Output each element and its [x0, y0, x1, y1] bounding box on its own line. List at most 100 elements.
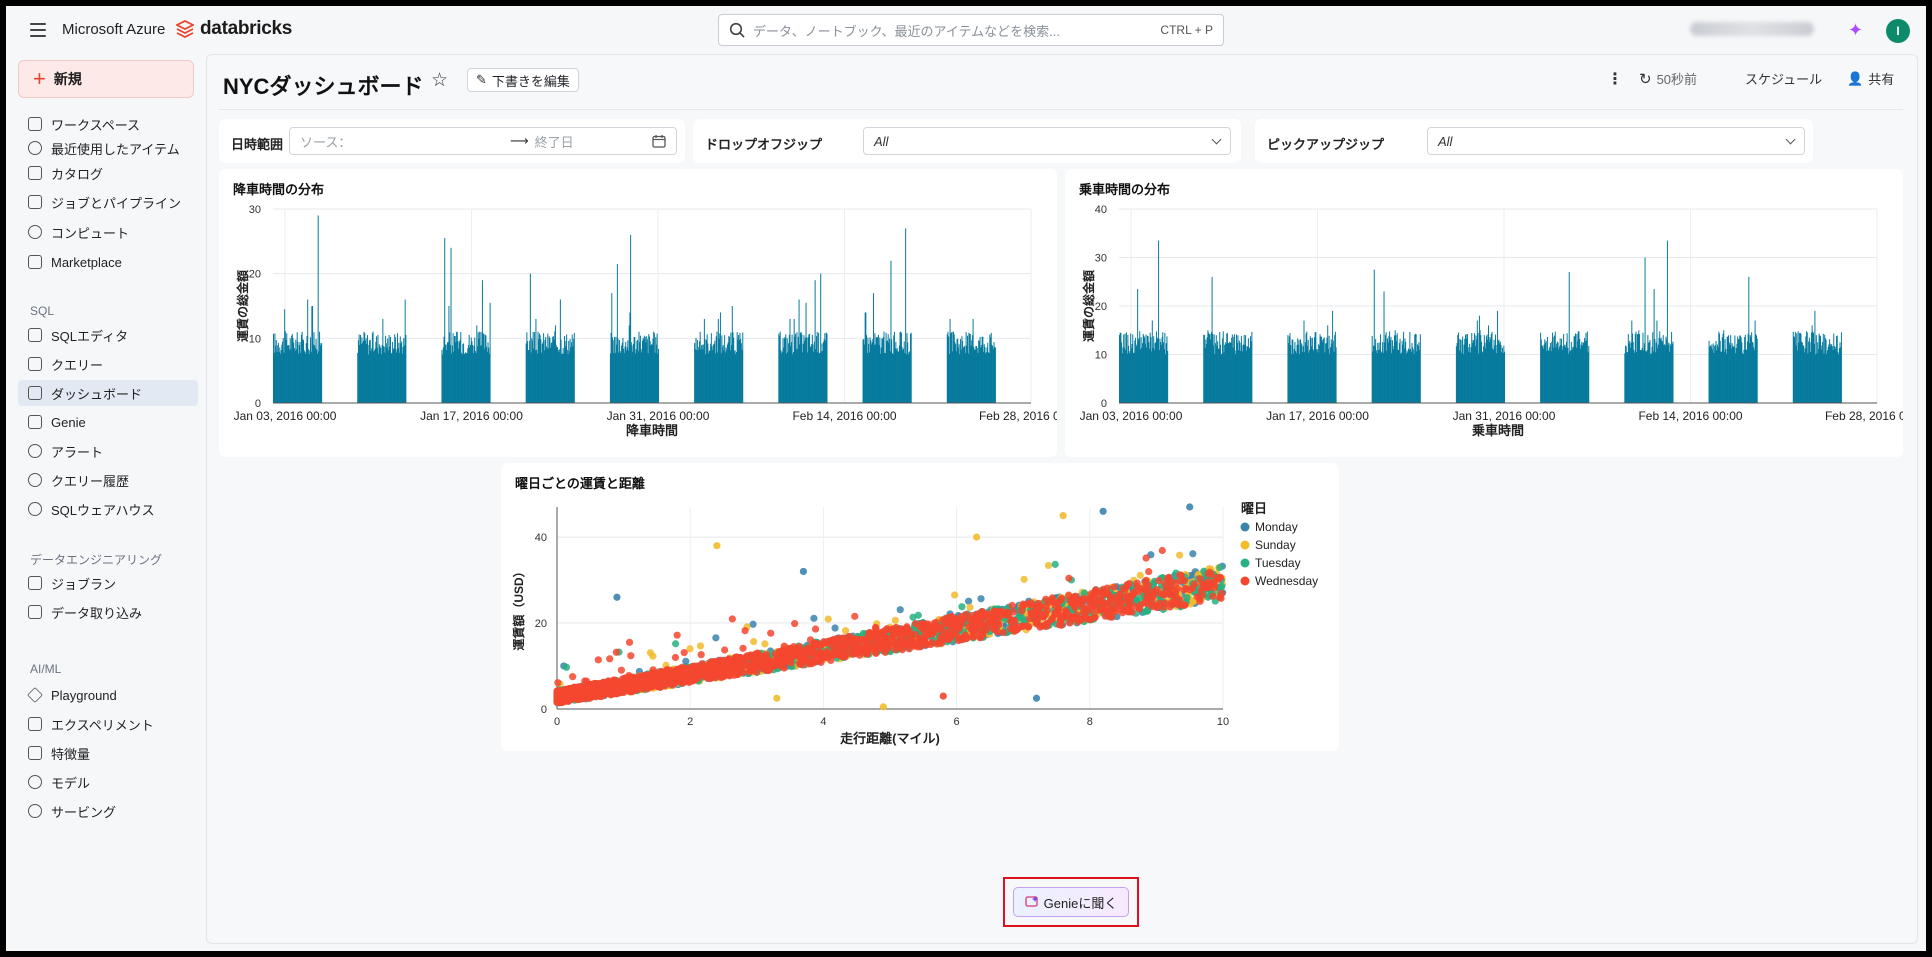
histogram-bar: [1153, 336, 1155, 403]
databricks-logo[interactable]: databricks: [176, 18, 292, 40]
scatter-point: [1204, 578, 1212, 586]
sidebar-item-marketplace[interactable]: Marketplace: [18, 249, 198, 275]
histogram-bar: [958, 344, 960, 403]
histogram-bar: [729, 350, 731, 403]
sidebar-item-experiments[interactable]: エクスペリメント: [18, 711, 198, 737]
histogram-bar: [967, 335, 969, 403]
histogram-bar: [1839, 342, 1841, 403]
sidebar-item-sql-warehouses[interactable]: SQLウェアハウス: [18, 496, 198, 522]
histogram-bar: [403, 338, 405, 403]
histogram-bar: [1804, 348, 1806, 403]
scatter-point: [574, 683, 582, 691]
histogram-bar: [392, 349, 394, 403]
histogram-bar: [1828, 344, 1830, 403]
date-range-input[interactable]: ソース： ⟶ 終了日: [289, 127, 677, 155]
scatter-point: [750, 637, 758, 646]
histogram-bar: [1625, 346, 1627, 403]
sidebar-item-features[interactable]: 特徴量: [18, 740, 198, 766]
histogram-bar: [630, 342, 632, 403]
avatar[interactable]: I: [1886, 19, 1910, 43]
sidebar-item-alerts[interactable]: アラート: [18, 438, 198, 464]
histogram-bar: [816, 331, 818, 403]
sidebar-item-dashboards[interactable]: ダッシュボード: [18, 380, 198, 406]
histogram-bar: [652, 338, 654, 403]
histogram-bar: [1399, 338, 1401, 403]
sidebar-item-sql-editor[interactable]: SQLエディタ: [18, 322, 198, 348]
sidebar-item-recents[interactable]: 最近使用したアイテム: [18, 135, 198, 161]
scatter-point: [690, 662, 698, 670]
sidebar-item-models[interactable]: モデル: [18, 769, 198, 795]
histogram-bar: [740, 338, 742, 403]
sidebar-item-catalog[interactable]: カタログ: [18, 160, 198, 186]
histogram-bar: [1720, 352, 1722, 403]
sidebar-item-workspace[interactable]: ワークスペース: [18, 111, 198, 137]
sidebar-item-playground[interactable]: Playground: [18, 682, 198, 708]
histogram-bar: [1547, 337, 1549, 403]
histogram-bar: [1749, 343, 1751, 403]
dropoff-zip-select[interactable]: All: [863, 127, 1231, 155]
histogram-bar: [1545, 341, 1547, 403]
histogram-bar: [1249, 348, 1251, 403]
kebab-menu-icon[interactable]: ⋮: [1607, 71, 1623, 88]
scatter-point: [1027, 601, 1036, 609]
schedule-button[interactable]: スケジュール: [1745, 69, 1822, 88]
histogram-bar: [1579, 348, 1581, 403]
sidebar-item-serving[interactable]: サービング: [18, 798, 198, 824]
histogram-bar: [1217, 348, 1219, 403]
pickup-time-chart-card[interactable]: 乗車時間の分布 0 10 20 30 40 Jan 03, 2016 00:00 Jan 1…: [1065, 169, 1903, 457]
sidebar-item-data-ingestion[interactable]: データ取り込み: [18, 599, 198, 625]
histogram-bar: [868, 344, 870, 403]
sidebar-item-job-runs[interactable]: ジョブラン: [18, 570, 198, 596]
histogram-bar: [1134, 340, 1136, 403]
scatter-point: [1010, 616, 1019, 625]
histogram-bar: [895, 341, 897, 403]
sidebar-item-query-history[interactable]: クエリー履歴: [18, 467, 198, 493]
star-icon[interactable]: ☆: [431, 70, 449, 91]
fare-distance-chart-card[interactable]: 曜日ごとの運賃と距離 0 20 40 0 2 4 6 8 10 走行距離(マイル) 運賃額（USD）…: [501, 463, 1339, 751]
histogram-bar: [371, 333, 373, 403]
workspace-name-blurred[interactable]: [1690, 22, 1814, 36]
sidebar-item-genie[interactable]: Genie: [18, 409, 198, 435]
histogram-bar: [1144, 343, 1146, 403]
scatter-point: [594, 684, 602, 693]
search-input[interactable]: データ、ノートブック、最近のアイテムなどを検索... CTRL + P: [718, 14, 1224, 46]
histogram-bar: [1748, 276, 1750, 403]
scatter-point: [914, 638, 922, 646]
scatter-point: [958, 636, 966, 644]
sidebar-item-queries[interactable]: クエリー: [18, 351, 198, 377]
share-button[interactable]: 👤 共有: [1847, 69, 1894, 88]
histogram-bar: [554, 331, 556, 403]
histogram-bar: [1124, 333, 1126, 403]
azure-brand[interactable]: Microsoft Azure: [62, 21, 166, 38]
pickup-zip-select[interactable]: All: [1427, 127, 1805, 155]
histogram-bar: [1414, 334, 1416, 403]
scatter-point: [617, 666, 626, 674]
assistant-sparkle-icon[interactable]: ✦: [1848, 20, 1864, 40]
dropoff-time-chart-card[interactable]: 降車時間の分布 0 10 20 30 Jan 03, 2016 00:00 Jan 17,…: [219, 169, 1057, 457]
histogram-bar: [1143, 335, 1145, 403]
hamburger-icon[interactable]: [30, 23, 46, 37]
histogram-bar: [1751, 332, 1753, 403]
scatter-point: [739, 644, 747, 652]
chart-title: 乗車時間の分布: [1079, 182, 1171, 197]
new-button[interactable]: + 新規: [18, 60, 194, 98]
histogram-bar: [303, 340, 305, 403]
histogram-bar: [718, 338, 720, 403]
histogram-bar: [696, 339, 698, 403]
histogram-bar: [1224, 342, 1226, 403]
x-tick-label: Feb 28, 2016 00:00: [979, 409, 1057, 423]
sidebar-item-jobs[interactable]: ジョブとパイプライン: [18, 189, 198, 215]
histogram-bar: [489, 302, 491, 403]
histogram-bar: [795, 348, 797, 403]
edit-draft-button[interactable]: ✎ 下書きを編集: [467, 68, 579, 92]
scatter-point: [742, 653, 750, 661]
histogram-bar: [375, 341, 377, 403]
histogram-bar: [291, 335, 293, 403]
histogram-bar: [1403, 331, 1405, 403]
histogram-bar: [1563, 345, 1565, 403]
histogram-bar: [314, 345, 316, 403]
sidebar-item-compute[interactable]: コンピュート: [18, 219, 198, 245]
histogram-bar: [1653, 289, 1655, 403]
refresh-button[interactable]: ↻ 50秒前: [1639, 69, 1697, 88]
histogram-bar: [479, 345, 481, 403]
